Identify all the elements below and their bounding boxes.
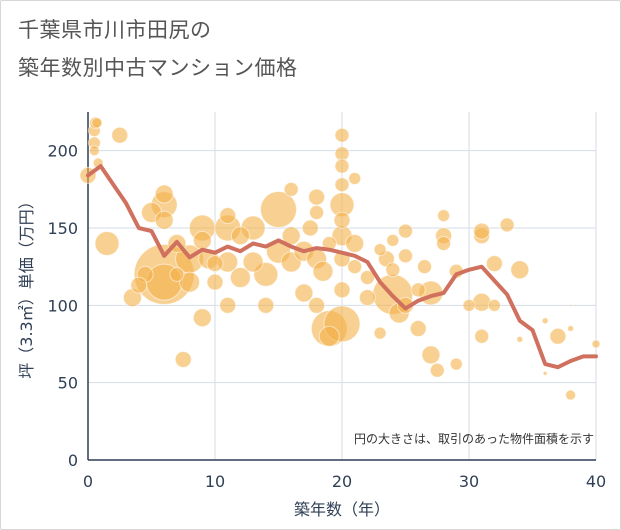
x-axis-title: 築年数（年）	[294, 500, 390, 519]
transaction-bubble	[409, 320, 427, 338]
transaction-bubble	[219, 296, 237, 314]
transaction-bubble	[334, 158, 350, 174]
transaction-bubble	[541, 317, 549, 325]
transaction-bubble	[130, 276, 148, 294]
chart-title-line1: 千葉県市川市田尻の	[18, 18, 212, 42]
x-tick-label: 20	[332, 472, 352, 491]
transaction-bubble	[312, 260, 334, 282]
transaction-bubble	[347, 259, 363, 275]
transaction-bubble	[257, 296, 275, 314]
bubble-layer	[79, 116, 601, 401]
y-axis-title: 坪（3.3㎡）単価（万円）	[17, 193, 36, 378]
y-tick-label: 150	[47, 219, 78, 238]
transaction-bubble	[229, 266, 251, 288]
transaction-bubble	[283, 181, 299, 197]
transaction-bubble	[472, 292, 492, 312]
transaction-bubble	[567, 325, 575, 333]
transaction-bubble	[421, 345, 441, 365]
transaction-bubble	[542, 370, 548, 376]
transaction-bubble	[154, 210, 174, 230]
transaction-bubble	[385, 262, 401, 278]
transaction-bubble	[386, 233, 400, 247]
transaction-bubble	[569, 303, 573, 307]
transaction-bubble	[591, 339, 601, 349]
tick-labels: 0 10 20 30 40 0 50 100 150 200	[47, 142, 606, 491]
y-tick-label: 200	[47, 142, 78, 161]
transaction-bubble	[301, 219, 319, 237]
transaction-bubble	[169, 266, 185, 282]
transaction-bubble	[373, 326, 387, 340]
transaction-bubble	[179, 271, 201, 293]
transaction-bubble	[206, 255, 224, 273]
transaction-bubble	[516, 335, 524, 343]
y-tick-label: 50	[58, 374, 78, 393]
transaction-bubble	[308, 296, 326, 314]
transaction-bubble	[192, 308, 212, 328]
transaction-bubble	[436, 235, 452, 251]
transaction-bubble	[499, 217, 515, 233]
x-tick-label: 30	[459, 472, 479, 491]
transaction-bubble	[91, 117, 103, 129]
transaction-bubble	[88, 145, 100, 157]
transaction-bubble	[474, 328, 490, 344]
transaction-bubble	[192, 230, 212, 250]
transaction-bubble	[154, 184, 174, 204]
transaction-bubble	[398, 223, 413, 239]
transaction-bubble	[449, 357, 463, 371]
transaction-bubble	[230, 226, 250, 246]
transaction-bubble	[242, 251, 264, 273]
transaction-bubble	[565, 389, 577, 401]
transaction-bubble	[410, 282, 426, 298]
x-tick-label: 40	[586, 472, 606, 491]
transaction-bubble	[206, 273, 224, 291]
transaction-bubble	[348, 172, 362, 186]
bubble-size-note: 円の大きさは、取引のあった物件面積を示す	[354, 431, 594, 446]
transaction-bubble	[333, 281, 351, 299]
transaction-bubble	[94, 230, 120, 256]
transaction-bubble	[309, 205, 325, 221]
transaction-bubble	[473, 222, 491, 240]
trend-line	[86, 164, 598, 370]
transaction-bubble	[358, 289, 376, 307]
transaction-bubble	[334, 177, 350, 193]
transaction-bubble	[219, 207, 237, 225]
transaction-bubble	[437, 209, 451, 223]
transaction-bubble	[429, 362, 445, 378]
x-tick-label: 0	[83, 472, 93, 491]
x-tick-label: 10	[205, 472, 225, 491]
transaction-bubble	[318, 325, 340, 347]
transaction-bubble	[398, 248, 413, 264]
chart-title-line2: 築年数別中古マンション価格	[18, 56, 298, 80]
transaction-bubble	[373, 243, 387, 257]
transaction-bubble	[333, 211, 351, 229]
transaction-bubble	[345, 233, 365, 253]
transaction-bubble	[308, 188, 326, 206]
transaction-bubble	[334, 127, 350, 143]
transaction-bubble	[111, 126, 129, 144]
transaction-bubble	[260, 190, 297, 228]
y-tick-label: 0	[68, 451, 78, 470]
transaction-bubble	[510, 260, 530, 280]
y-tick-label: 100	[47, 296, 78, 315]
transaction-bubble	[462, 298, 476, 312]
transaction-bubble	[174, 350, 192, 368]
transaction-bubble	[359, 269, 375, 285]
transaction-bubble	[294, 283, 314, 303]
transaction-bubble	[549, 327, 567, 345]
transaction-bubble	[485, 255, 503, 273]
transaction-bubble	[417, 259, 433, 275]
transaction-bubble	[487, 298, 501, 312]
